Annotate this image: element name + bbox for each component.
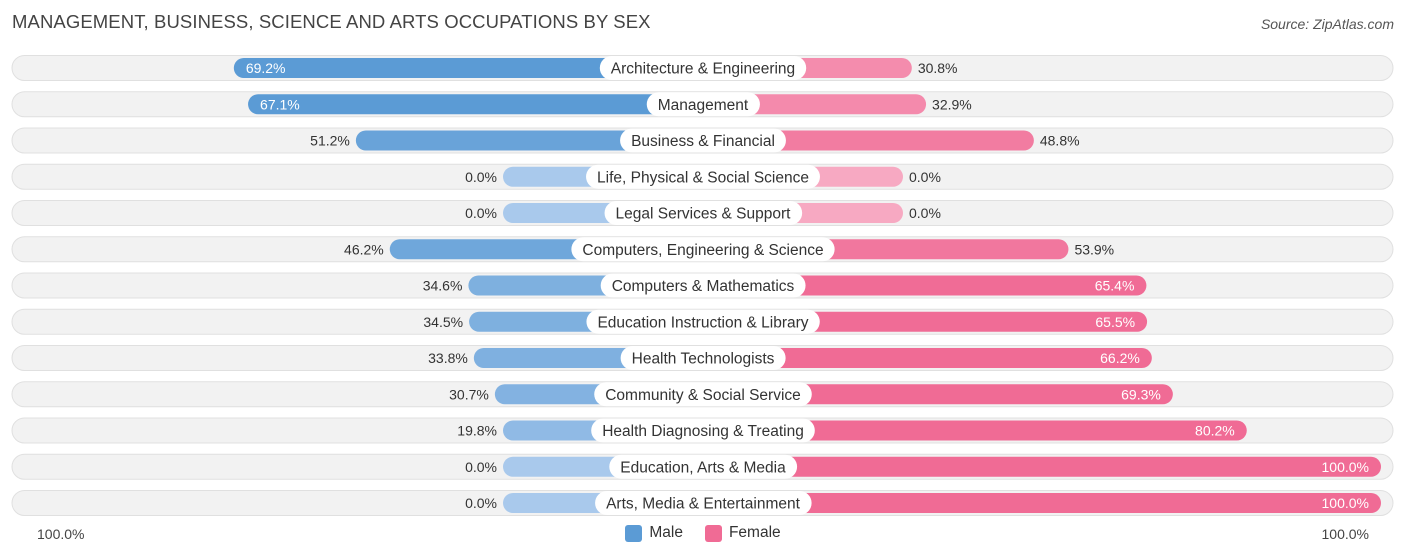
female-value-label: 100.0%	[1322, 495, 1369, 511]
female-value-label: 66.2%	[1100, 350, 1140, 366]
female-value-label: 100.0%	[1322, 459, 1369, 475]
chart-title: MANAGEMENT, BUSINESS, SCIENCE AND ARTS O…	[12, 11, 651, 32]
category-label: Legal Services & Support	[616, 206, 792, 223]
category-label-pill	[620, 346, 786, 370]
female-bar	[693, 493, 1381, 513]
legend: Male Female	[0, 524, 1406, 542]
male-value-label: 51.2%	[310, 133, 350, 149]
category-label: Community & Social Service	[605, 387, 801, 404]
category-label: Education, Arts & Media	[620, 459, 786, 476]
male-value-label: 69.2%	[246, 60, 286, 76]
legend-swatch-male	[625, 524, 643, 542]
category-label: Education Instruction & Library	[597, 314, 808, 331]
female-value-label: 30.8%	[918, 60, 958, 76]
male-value-label: 0.0%	[465, 205, 497, 221]
male-value-label: 67.1%	[260, 96, 300, 112]
female-value-label: 0.0%	[909, 169, 941, 185]
axis-right-label: 100.0%	[1321, 526, 1369, 542]
female-value-label: 32.9%	[932, 96, 972, 112]
category-label: Architecture & Engineering	[611, 61, 795, 78]
male-value-label: 34.5%	[423, 314, 463, 330]
male-value-label: 19.8%	[457, 423, 497, 439]
category-label: Health Diagnosing & Treating	[602, 423, 804, 440]
female-value-label: 0.0%	[909, 205, 941, 221]
category-label-pill	[604, 201, 803, 225]
axis-left-label: 100.0%	[37, 526, 85, 542]
source-note: Source: ZipAtlas.com	[1260, 16, 1394, 32]
category-label-pill	[571, 237, 835, 262]
male-bar	[248, 94, 713, 115]
category-label-pill	[594, 382, 812, 407]
category-label: Computers & Mathematics	[612, 278, 795, 295]
legend-label-male: Male	[649, 524, 683, 541]
category-label-pill	[586, 164, 820, 189]
male-bar	[233, 58, 713, 78]
category-label-pill	[600, 273, 806, 298]
male-value-label: 0.0%	[465, 495, 497, 511]
category-label: Health Technologists	[632, 351, 775, 368]
category-label: Computers, Engineering & Science	[582, 242, 823, 259]
legend-item-female: Female	[704, 524, 781, 542]
female-bar	[693, 384, 1173, 405]
female-value-label: 80.2%	[1195, 423, 1235, 439]
category-label: Management	[658, 97, 749, 114]
female-value-label: 65.4%	[1095, 278, 1135, 294]
category-label: Life, Physical & Social Science	[597, 169, 809, 186]
male-value-label: 34.6%	[423, 278, 463, 294]
category-label-pill	[646, 92, 760, 117]
female-value-label: 53.9%	[1074, 241, 1114, 257]
male-value-label: 0.0%	[465, 459, 497, 475]
female-bar	[693, 348, 1152, 368]
category-label-pill	[595, 491, 812, 515]
male-value-label: 33.8%	[428, 350, 468, 366]
female-bar	[693, 420, 1247, 441]
female-bar	[693, 456, 1381, 477]
legend-swatch-female	[704, 524, 722, 542]
female-bar	[693, 275, 1147, 296]
female-value-label: 48.8%	[1040, 133, 1080, 149]
female-value-label: 69.3%	[1121, 386, 1161, 402]
female-value-label: 65.5%	[1095, 314, 1135, 330]
male-value-label: 30.7%	[449, 386, 489, 402]
legend-item-male: Male	[625, 524, 683, 542]
category-label: Business & Financial	[631, 133, 775, 150]
category-label-pill	[609, 454, 798, 479]
category-label-pill	[620, 128, 786, 153]
diverging-bar-chart: Architecture & Engineering 69.2% 30.8% Mana…	[11, 55, 1394, 516]
legend-label-female: Female	[728, 524, 781, 541]
category-label-pill	[599, 56, 807, 80]
category-label-pill	[591, 418, 815, 443]
male-value-label: 46.2%	[344, 241, 384, 257]
category-label: Arts, Media & Entertainment	[606, 496, 801, 513]
category-label-pill	[586, 309, 820, 334]
male-value-label: 0.0%	[465, 169, 497, 185]
